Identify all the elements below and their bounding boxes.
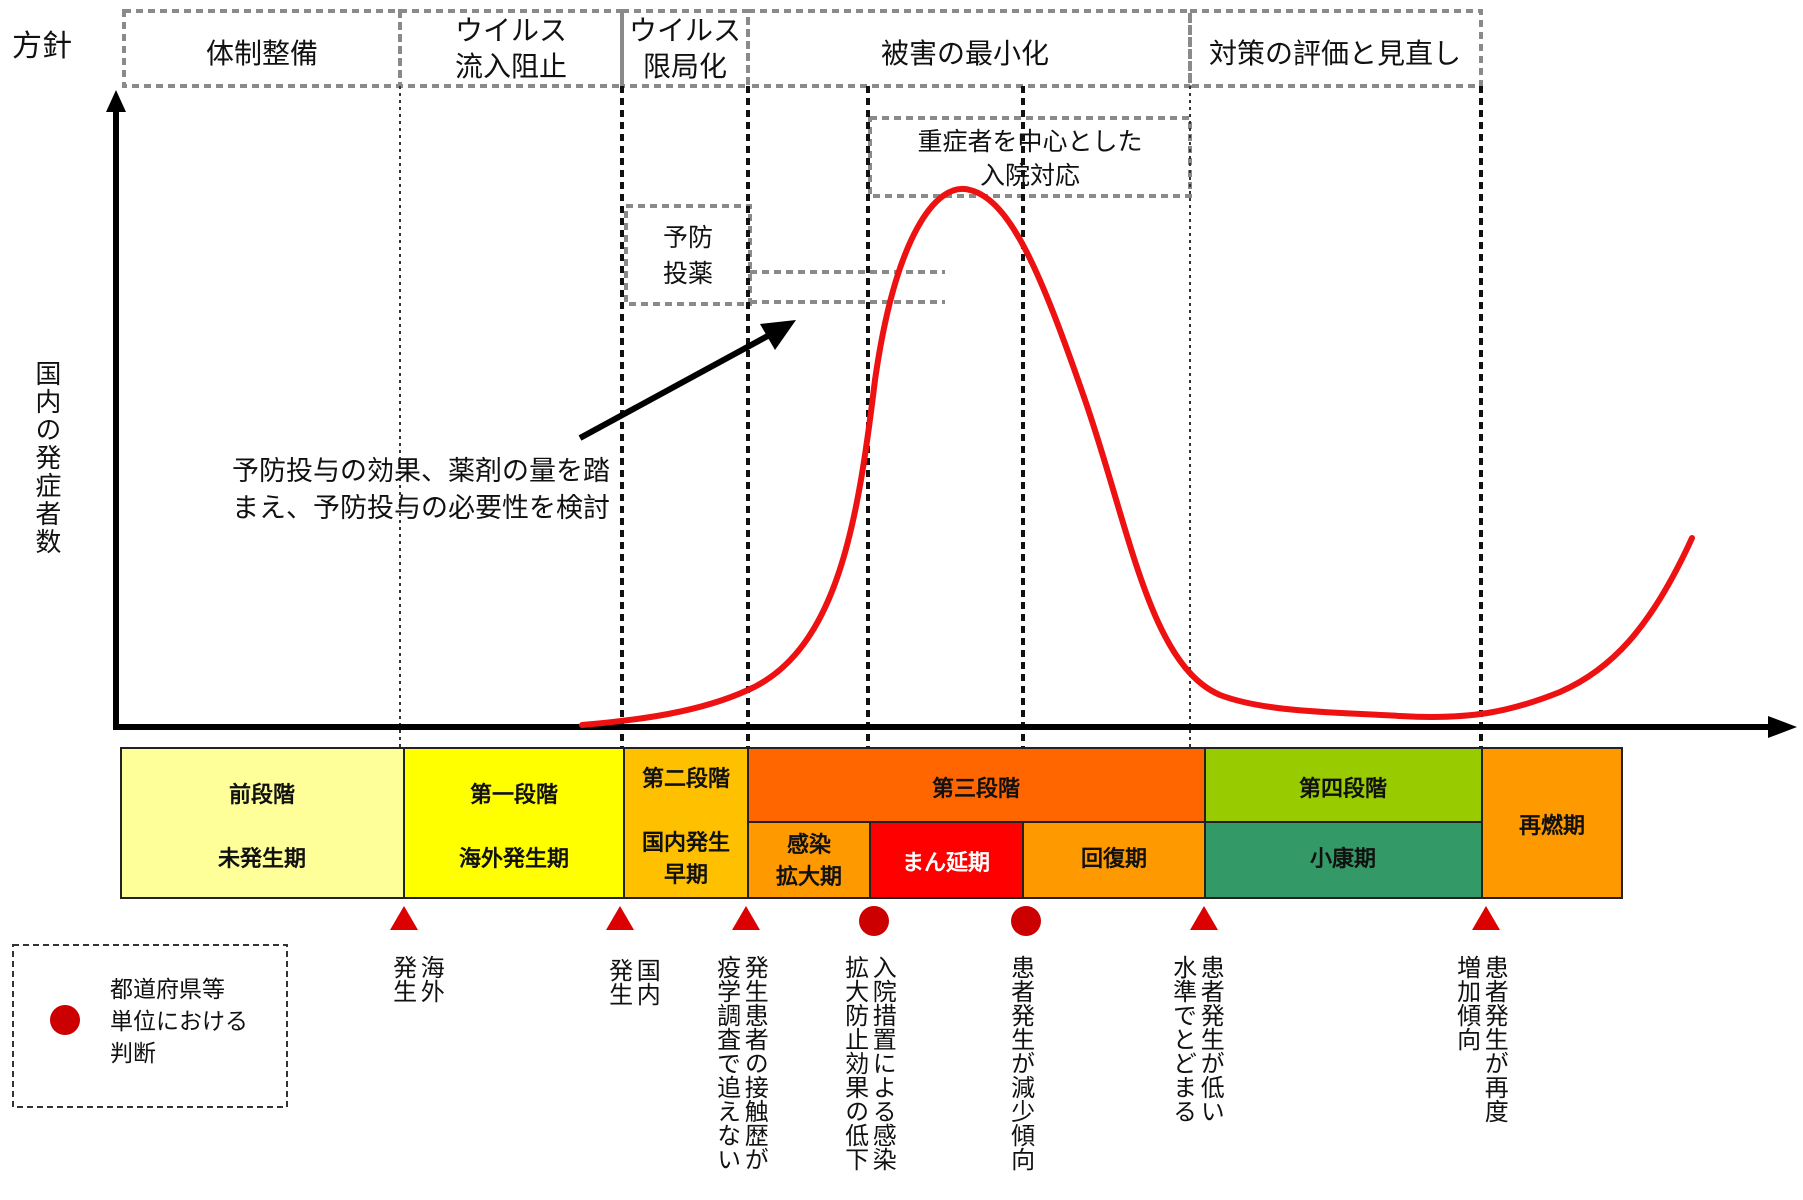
stage-second-top: 第二段階	[642, 766, 730, 792]
stage-third-sub-spread: まん延期	[902, 851, 990, 876]
prophylaxis-box	[624, 204, 752, 306]
stage-fourth-lull	[1204, 821, 1483, 899]
stage-pre-top: 前段階	[229, 782, 295, 808]
trigger-label-overseas: 海外 発生	[388, 955, 445, 1003]
stage-line: 拡大期	[776, 865, 842, 890]
hospital-response-text: 重症者を中心とした入院対応	[917, 127, 1142, 190]
stage-third-sub-recovery: 回復期	[1081, 846, 1147, 872]
trigger-markers	[390, 906, 1500, 936]
stage-pre	[120, 747, 405, 899]
stage-line: 早期	[664, 863, 708, 888]
trigger-circle-marker	[859, 906, 889, 936]
stage-third-expansion	[747, 821, 871, 899]
stage-resurgence-text: 再燃期	[1519, 813, 1585, 839]
stage-second-bottom: 国内発生早期	[642, 831, 730, 888]
annotation-text: 予防投与の効果、薬剤の量を踏まえ、予防投与の必要性を検討	[232, 456, 610, 524]
legend-line: 都道府県等	[110, 977, 225, 1003]
epidemic-curve	[579, 185, 1695, 728]
stage-line: 感染	[787, 832, 831, 858]
policy-prevent-entry: ウイルス流入阻止	[455, 14, 567, 83]
stage-third-spread	[869, 821, 1024, 899]
x-axis-arrowhead	[1768, 716, 1797, 738]
stage-first-bottom: 海外発生期	[459, 846, 569, 872]
policy-box-prevent-entry	[398, 9, 624, 88]
annotation-arrowhead	[760, 320, 796, 350]
trigger-label-reincrease: 患者発生が再度 増加傾向	[1452, 955, 1509, 1123]
y-axis-arrowhead	[106, 90, 126, 112]
stage-fourth-top: 第四段階	[1299, 776, 1387, 802]
y-axis-label: 国内の発症者数	[30, 360, 61, 556]
policy-line: 限局化	[643, 50, 727, 83]
policy-label: 方針	[12, 29, 72, 64]
trigger-label-domestic: 国内 発生	[604, 958, 661, 1006]
annotation-line: 予防投与の効果、薬剤の量を踏	[232, 456, 610, 487]
policy-containment: ウイルス限局化	[629, 14, 741, 83]
stage-first-top: 第一段階	[470, 782, 558, 808]
policy-line: 体制整備	[206, 37, 318, 70]
prophylaxis-text: 予防投薬	[663, 223, 713, 288]
policy-minimize-damage: 被害の最小化	[881, 37, 1049, 70]
stage-first	[403, 747, 625, 899]
policy-box-minimize-damage	[746, 9, 1192, 88]
hospital-response-box	[868, 116, 1192, 198]
policy-line: 対策の評価と見直し	[1209, 37, 1461, 70]
policy-line: 流入阻止	[455, 50, 567, 83]
legend-text: 都道府県等単位における判断	[110, 977, 248, 1067]
policy-preparation: 体制整備	[206, 37, 318, 70]
stage-third-top: 第三段階	[932, 776, 1020, 802]
policy-box-containment	[620, 9, 750, 88]
legend-line: 単位における	[110, 1009, 248, 1035]
policy-line: ウイルス	[629, 14, 741, 47]
stage-line: 国内発生	[642, 831, 730, 856]
stage-third-sub-expansion: 感染拡大期	[776, 832, 842, 890]
annotation-line: まえ、予防投与の必要性を検討	[232, 493, 610, 524]
trigger-triangle-marker	[732, 906, 760, 930]
trigger-triangle-marker	[1190, 906, 1218, 930]
trigger-triangle-marker	[390, 906, 418, 930]
trigger-label-decrease: 患者発生が減少傾向	[1006, 955, 1035, 1171]
legend-line: 判断	[110, 1041, 156, 1067]
stage-pre-bottom: 未発生期	[218, 847, 306, 872]
legend-box	[12, 944, 288, 1108]
hospital-line: 重症者を中心とした	[917, 127, 1142, 156]
policy-evaluation: 対策の評価と見直し	[1209, 37, 1461, 70]
prophylaxis-line: 投薬	[663, 259, 713, 288]
policy-line: ウイルス	[455, 14, 567, 47]
prophylaxis-line: 予防	[663, 223, 713, 252]
trigger-triangle-marker	[1472, 906, 1500, 930]
hospital-line: 入院対応	[980, 161, 1080, 190]
legend-circle-marker	[50, 1005, 80, 1035]
stage-fourth-bottom: 小康期	[1310, 846, 1376, 872]
policy-line: 被害の最小化	[881, 37, 1049, 70]
stage-resurgence	[1481, 747, 1623, 899]
policy-box-evaluation	[1188, 9, 1483, 88]
trigger-label-hospital-effect: 入院措置による感染 拡大防止効果の低下	[840, 955, 897, 1171]
stage-third-recovery	[1022, 821, 1206, 899]
stage-second	[623, 747, 749, 899]
trigger-label-low-level: 患者発生が低い 水準でとどまる	[1168, 955, 1225, 1123]
trigger-circle-marker	[1011, 906, 1041, 936]
trigger-label-untraceable: 発生患者の接触歴が 疫学調査で追えない	[712, 955, 769, 1171]
trigger-triangle-marker	[606, 906, 634, 930]
annotation-arrow	[578, 329, 777, 441]
